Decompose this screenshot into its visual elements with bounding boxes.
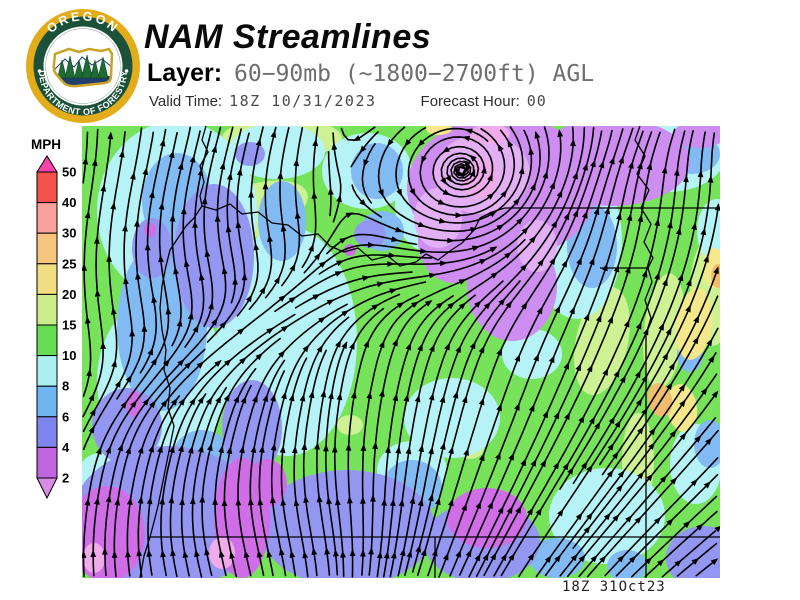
legend-over-tip bbox=[36, 155, 58, 173]
legend-tick-label: 10 bbox=[62, 348, 76, 363]
legend-band bbox=[36, 416, 58, 448]
legend-under-tip bbox=[36, 477, 58, 500]
legend-tick-label: 8 bbox=[62, 379, 69, 394]
legend-tick-label: 30 bbox=[62, 226, 76, 241]
legend-tick-label: 50 bbox=[62, 165, 76, 180]
wind-speed-legend: MPH 50 40 30 25 20 15 10 8 6 4 2 bbox=[31, 137, 76, 500]
legend-tick-label: 4 bbox=[62, 440, 70, 455]
logo-left-dot bbox=[37, 69, 42, 73]
legend-title: MPH bbox=[31, 137, 61, 152]
oregon-state-scene bbox=[53, 49, 112, 87]
legend-band bbox=[36, 232, 58, 265]
logo-water bbox=[53, 76, 112, 87]
streamlines-layer bbox=[82, 126, 720, 578]
legend-band bbox=[36, 355, 58, 387]
oregon-state-outline bbox=[52, 47, 114, 88]
forecast-hour-value: 00 bbox=[526, 92, 547, 110]
legend-band bbox=[36, 171, 58, 204]
coastline bbox=[139, 126, 209, 578]
layer-label: Layer: bbox=[147, 59, 223, 87]
forecast-hour-label: Forecast Hour: bbox=[420, 93, 520, 110]
map-timestamp: 18Z 31Oct23 bbox=[562, 579, 666, 595]
logo-right-dot bbox=[124, 69, 129, 73]
legend-band bbox=[36, 263, 58, 295]
valid-time-value: 18Z 10/31/2023 bbox=[229, 92, 377, 110]
layer-value: 60−90mb (~1800−2700ft) AGL bbox=[234, 61, 595, 87]
legend-tick-label: 40 bbox=[62, 195, 76, 210]
legend-tick-label: 25 bbox=[62, 256, 76, 271]
logo-trees bbox=[57, 54, 109, 79]
legend-band bbox=[36, 385, 58, 418]
streamline-arrowheads bbox=[82, 128, 720, 567]
legend-band bbox=[36, 324, 58, 357]
valid-time-label: Valid Time: bbox=[149, 93, 223, 110]
legend-tick-label: 6 bbox=[62, 409, 69, 424]
streamline-map bbox=[82, 126, 720, 578]
legend-band bbox=[36, 446, 58, 479]
legend-tick-label: 20 bbox=[62, 287, 76, 302]
legend-band bbox=[36, 293, 58, 326]
legend-tick-label: 15 bbox=[62, 318, 76, 333]
valid-time-row: Valid Time: 18Z 10/31/2023 Forecast Hour… bbox=[149, 92, 547, 110]
legend-band bbox=[36, 202, 58, 234]
odf-logo: OREGON DEPARTMENT OF FORESTRY bbox=[26, 9, 140, 123]
page-title: NAM Streamlines bbox=[144, 18, 432, 56]
legend-tick-label: 2 bbox=[62, 471, 69, 486]
layer-row: Layer: 60−90mb (~1800−2700ft) AGL bbox=[147, 59, 594, 88]
